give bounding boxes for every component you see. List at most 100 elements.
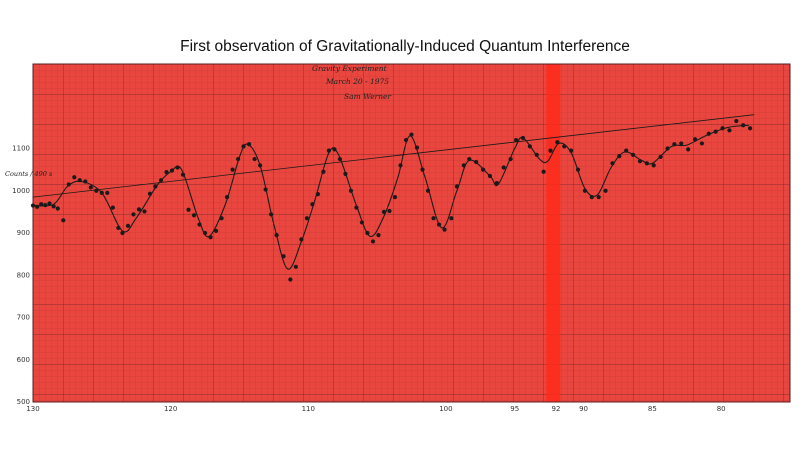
x-tick-label: 120 [164, 405, 177, 413]
data-point [258, 163, 263, 168]
data-point [72, 175, 77, 180]
data-point [644, 161, 649, 166]
data-point [706, 131, 711, 136]
data-point [77, 178, 82, 183]
data-point [263, 187, 268, 192]
data-point [603, 188, 608, 193]
y-tick-label: 600 [17, 356, 30, 364]
data-point [514, 137, 519, 143]
data-point [637, 159, 643, 164]
trend-line [32, 114, 755, 198]
data-point [326, 148, 332, 153]
data-point [403, 137, 409, 143]
handwritten-annotation: Gravity Experiment March 20 - 1975 Sam W… [312, 64, 391, 101]
data-point [713, 129, 718, 134]
data-point [94, 188, 99, 193]
data-point [596, 194, 601, 200]
data-point [252, 156, 257, 162]
annotation-line-1: Gravity Experiment [312, 64, 388, 73]
data-point [120, 230, 125, 236]
data-point [105, 190, 110, 195]
data-point [520, 135, 526, 141]
data-point [158, 178, 164, 183]
data-point [142, 209, 147, 214]
y-tick-label: 900 [17, 229, 30, 237]
data-point [241, 144, 246, 149]
data-point [281, 254, 286, 259]
data-point [569, 148, 574, 153]
data-point [164, 170, 169, 175]
y-axis-label: Counts / 490 s [5, 170, 53, 178]
data-point [555, 140, 560, 145]
data-point [274, 233, 279, 238]
y-tick-label: 700 [17, 314, 30, 322]
annotation-line-2: March 20 - 1975 [325, 77, 389, 86]
data-point [679, 141, 684, 146]
data-point [88, 185, 93, 190]
data-point [672, 142, 677, 147]
data-point [43, 203, 48, 208]
data-point [47, 201, 52, 206]
data-point [180, 172, 186, 177]
data-point [527, 144, 532, 149]
chart-title: First observation of Gravitationally-Ind… [180, 38, 630, 55]
highlight-band [546, 64, 561, 402]
data-point [398, 163, 403, 168]
x-tick-label: 110 [302, 405, 315, 413]
data-point [55, 206, 60, 211]
data-point [288, 277, 293, 282]
major-grid [33, 64, 790, 402]
data-point [169, 168, 175, 173]
data-point [442, 227, 447, 232]
data-point [348, 188, 354, 193]
data-point [409, 132, 414, 137]
data-point [624, 148, 629, 153]
tick-layer: 130 120 110 100 95 92 90 85 80 500 600 700 800 900 100… [12, 145, 725, 414]
y-tick-label: 500 [17, 398, 30, 406]
data-point [562, 144, 567, 149]
paper-border [32, 63, 791, 403]
data-point [658, 154, 663, 160]
data-point [208, 235, 213, 240]
data-point [304, 216, 309, 221]
x-tick-label: 130 [26, 405, 39, 413]
data-point [487, 173, 493, 179]
annotation-line-3: Sam Werner [344, 92, 391, 101]
data-point [197, 222, 202, 227]
data-point [191, 213, 197, 218]
data-point [147, 191, 153, 196]
x-tick-label: 80 [717, 405, 726, 413]
data-point [480, 167, 486, 172]
data-point [30, 203, 36, 208]
data-point [508, 156, 513, 162]
data-point [686, 147, 691, 152]
plot-layer [30, 114, 755, 282]
data-point [315, 192, 321, 197]
data-point [125, 223, 131, 228]
data-point [332, 147, 337, 152]
data-point [224, 194, 230, 200]
data-point [381, 209, 387, 214]
x-tick-label: 95 [510, 405, 519, 413]
data-point [131, 212, 136, 217]
data-point [343, 171, 348, 176]
data-point [548, 148, 553, 153]
data-point [186, 207, 191, 212]
data-point [116, 225, 121, 231]
data-point [392, 194, 398, 200]
data-point [66, 182, 71, 187]
data-point [99, 190, 104, 195]
data-point [299, 237, 304, 242]
y-tick-label: 1100 [12, 145, 30, 153]
data-point [610, 161, 615, 166]
data-point [420, 167, 425, 172]
data-point [467, 156, 472, 162]
data-point [449, 216, 454, 221]
data-point [414, 145, 420, 150]
data-point [136, 207, 142, 212]
data-point [387, 208, 392, 214]
data-point [589, 194, 594, 200]
data-point [474, 159, 479, 165]
y-tick-label: 1000 [12, 187, 30, 195]
